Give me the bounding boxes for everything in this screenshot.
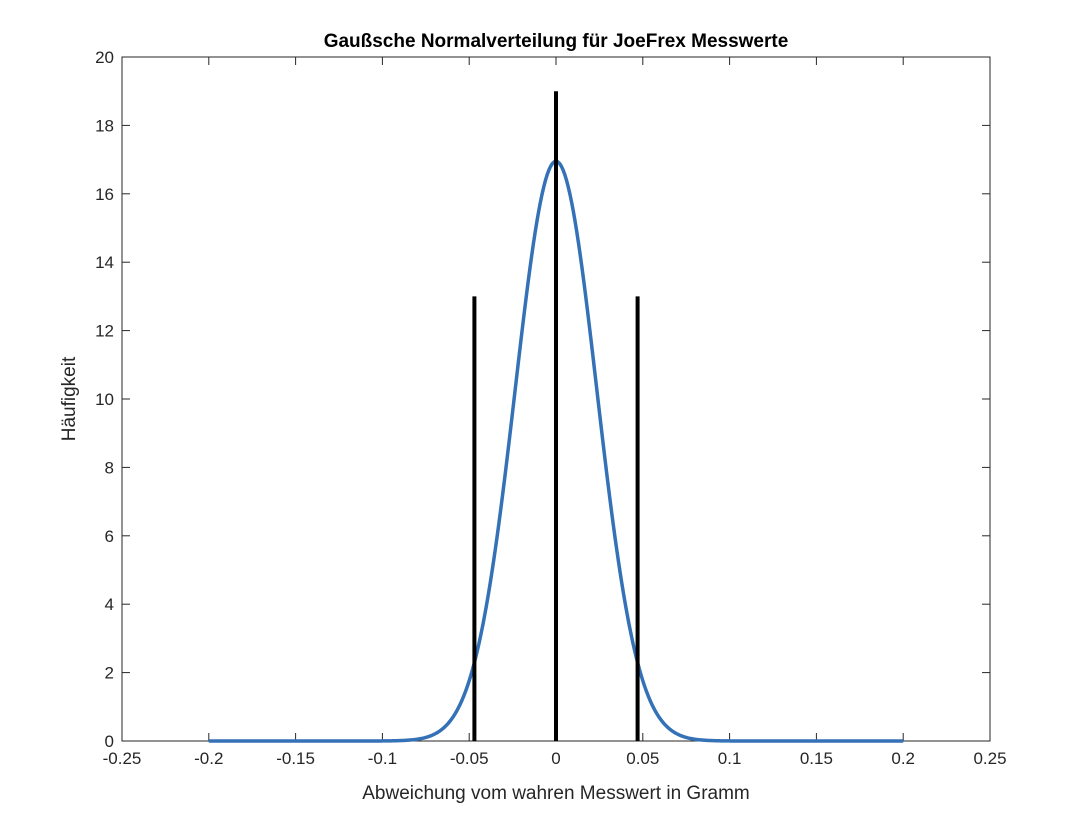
y-tick-label: 18 (95, 116, 114, 135)
series-layer (208, 91, 904, 743)
y-tick-label: 8 (105, 458, 114, 477)
y-tick-label: 12 (95, 322, 114, 341)
x-tick-label: -0.1 (368, 749, 397, 768)
x-axis-label: Abweichung vom wahren Messwert in Gramm (362, 783, 750, 804)
y-tick-label: 2 (105, 664, 114, 683)
x-tick-label: -0.2 (194, 749, 223, 768)
y-tick-label: 4 (105, 595, 114, 614)
y-axis-ticks: 0 2 4 6 8 10 12 14 16 18 20 (95, 48, 990, 751)
x-tick-label: 0.05 (626, 749, 659, 768)
x-tick-label: -0.05 (450, 749, 489, 768)
y-tick-label: 10 (95, 390, 114, 409)
x-tick-label: 0.15 (800, 749, 833, 768)
y-tick-label: 20 (95, 48, 114, 67)
x-tick-label: 0.25 (973, 749, 1006, 768)
y-tick-label: 14 (95, 253, 114, 272)
x-tick-label: -0.15 (276, 749, 315, 768)
y-tick-label: 0 (105, 732, 114, 751)
x-tick-label: 0 (551, 749, 560, 768)
y-tick-label: 16 (95, 185, 114, 204)
y-axis-label: Häufigkeit (59, 356, 80, 441)
x-tick-label: -0.25 (103, 749, 142, 768)
y-tick-label: 6 (105, 527, 114, 546)
x-tick-label: 0.1 (718, 749, 742, 768)
chart-title: Gaußsche Normalverteilung für JoeFrex Me… (324, 31, 789, 52)
x-tick-label: 0.2 (891, 749, 915, 768)
